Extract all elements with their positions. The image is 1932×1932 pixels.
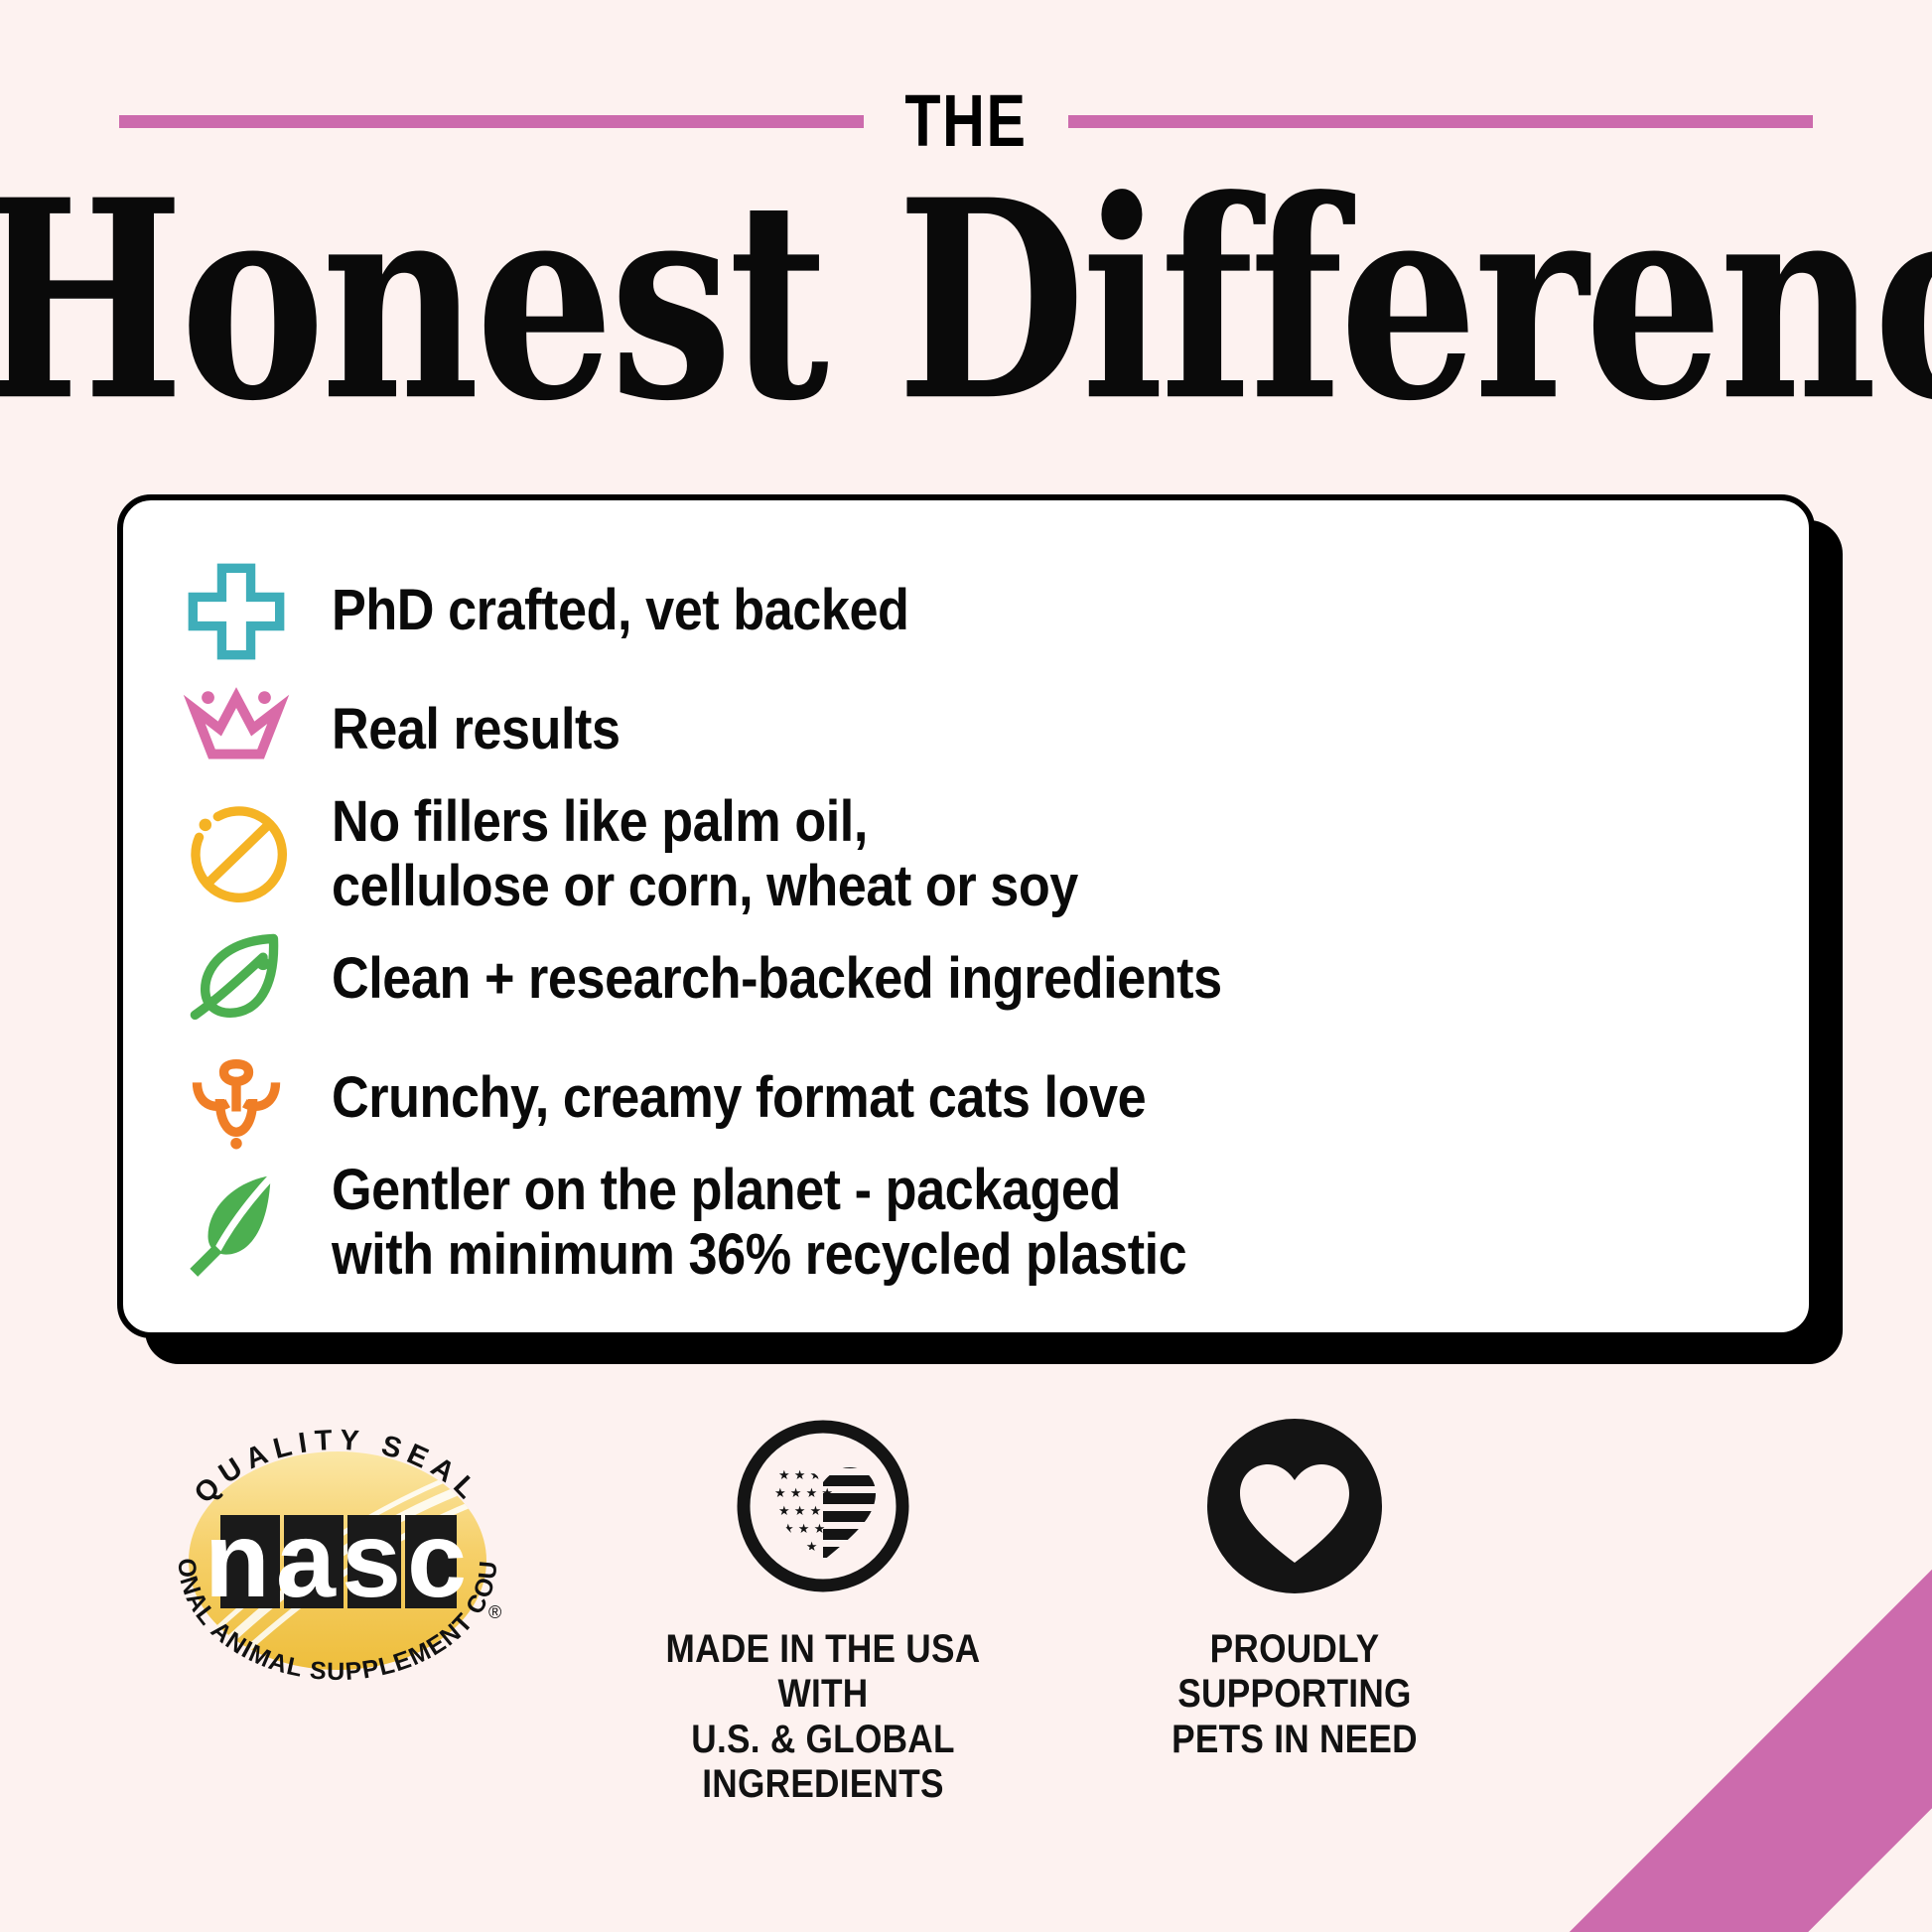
leaf-outline-icon	[179, 922, 294, 1037]
svg-text:★ ★ ★: ★ ★ ★	[778, 1504, 821, 1519]
badge-nasc-quality-seal: nasc QUALITY SEAL NATIONAL ANIMAL SUPPLE…	[129, 1412, 546, 1710]
feature-text: Clean + research-backed ingredients	[332, 946, 1222, 1012]
certification-badges: nasc QUALITY SEAL NATIONAL ANIMAL SUPPLE…	[0, 1412, 1932, 1808]
medical-cross-icon	[179, 554, 294, 669]
badge-proudly-supporting-pets: PROUDLY SUPPORTING PETS IN NEED	[1106, 1412, 1483, 1763]
feature-line-1: No fillers like palm oil,	[332, 789, 868, 855]
wordmark-text: Honest Difference	[0, 139, 1932, 462]
nasc-seal-graphic: nasc QUALITY SEAL NATIONAL ANIMAL SUPPLE…	[139, 1412, 536, 1710]
crown-icon	[179, 673, 294, 788]
feature-line-1: PhD crafted, vet backed	[332, 578, 909, 643]
features-card: PhD crafted, vet backed Real results	[117, 493, 1815, 1338]
svg-text:★ ★ ★: ★ ★ ★	[782, 1522, 825, 1537]
feature-text: No fillers like palm oil, cellulose or c…	[332, 789, 1078, 919]
svg-text:★ ★: ★ ★	[790, 1540, 817, 1555]
feature-row: Gentler on the planet - packaged with mi…	[179, 1158, 1753, 1289]
svg-text:nasc: nasc	[205, 1499, 473, 1619]
feature-text: Gentler on the planet - packaged with mi…	[332, 1158, 1187, 1288]
no-fillers-prohibition-icon	[179, 797, 294, 912]
feature-text: Crunchy, creamy format cats love	[332, 1065, 1147, 1131]
badge-label-line-2: PETS IN NEED	[1172, 1717, 1418, 1761]
badge-label-line-2: U.S. & GLOBAL INGREDIENTS	[691, 1717, 955, 1807]
eyebrow-text: THE	[904, 79, 1028, 162]
feature-row: Crunchy, creamy format cats love	[179, 1039, 1753, 1159]
badge-label-line-1: PROUDLY SUPPORTING	[1177, 1626, 1412, 1717]
badge-label-line-1: MADE IN THE USA WITH	[665, 1626, 981, 1717]
badge-label: PROUDLY SUPPORTING PETS IN NEED	[1129, 1627, 1460, 1763]
feature-row: Real results	[179, 671, 1753, 790]
feature-line-1: Crunchy, creamy format cats love	[332, 1065, 1147, 1131]
feature-line-2: with minimum 36% recycled plastic	[332, 1222, 1187, 1288]
feature-line-2: cellulose or corn, wheat or soy	[332, 854, 1078, 919]
rule-left	[119, 114, 864, 128]
badge-made-in-usa: ★ ★ ★ ★ ★ ★ ★ ★ ★ ★ ★ ★ ★ ★ ★ MADE IN TH…	[610, 1412, 1036, 1808]
svg-text:★ ★ ★: ★ ★ ★	[778, 1468, 821, 1483]
svg-text:®: ®	[488, 1602, 501, 1622]
usa-flag-heart-icon: ★ ★ ★ ★ ★ ★ ★ ★ ★ ★ ★ ★ ★ ★ ★	[729, 1412, 917, 1605]
features-card-area: PhD crafted, vet backed Real results	[117, 493, 1843, 1364]
eyebrow-row: THE	[0, 79, 1932, 162]
cat-face-icon	[179, 1041, 294, 1157]
heart-circle-icon	[1200, 1412, 1389, 1605]
leaf-solid-icon	[179, 1166, 294, 1281]
feature-line-1: Real results	[332, 697, 621, 762]
feature-row: No fillers like palm oil, cellulose or c…	[179, 789, 1753, 920]
page-title: Honest Difference™	[0, 164, 1932, 437]
wordmark-wrap: Honest Difference™	[0, 164, 1932, 437]
feature-line-1: Gentler on the planet - packaged	[332, 1158, 1121, 1223]
badge-label: MADE IN THE USA WITH U.S. & GLOBAL INGRE…	[635, 1627, 1011, 1808]
rule-right	[1068, 114, 1813, 128]
feature-text: Real results	[332, 697, 621, 762]
feature-row: Clean + research-backed ingredients	[179, 920, 1753, 1039]
feature-row: PhD crafted, vet backed	[179, 552, 1753, 671]
svg-text:★ ★ ★ ★: ★ ★ ★ ★	[774, 1486, 833, 1501]
feature-line-1: Clean + research-backed ingredients	[332, 946, 1222, 1012]
feature-text: PhD crafted, vet backed	[332, 578, 909, 643]
header: THE Honest Difference™	[0, 0, 1932, 437]
